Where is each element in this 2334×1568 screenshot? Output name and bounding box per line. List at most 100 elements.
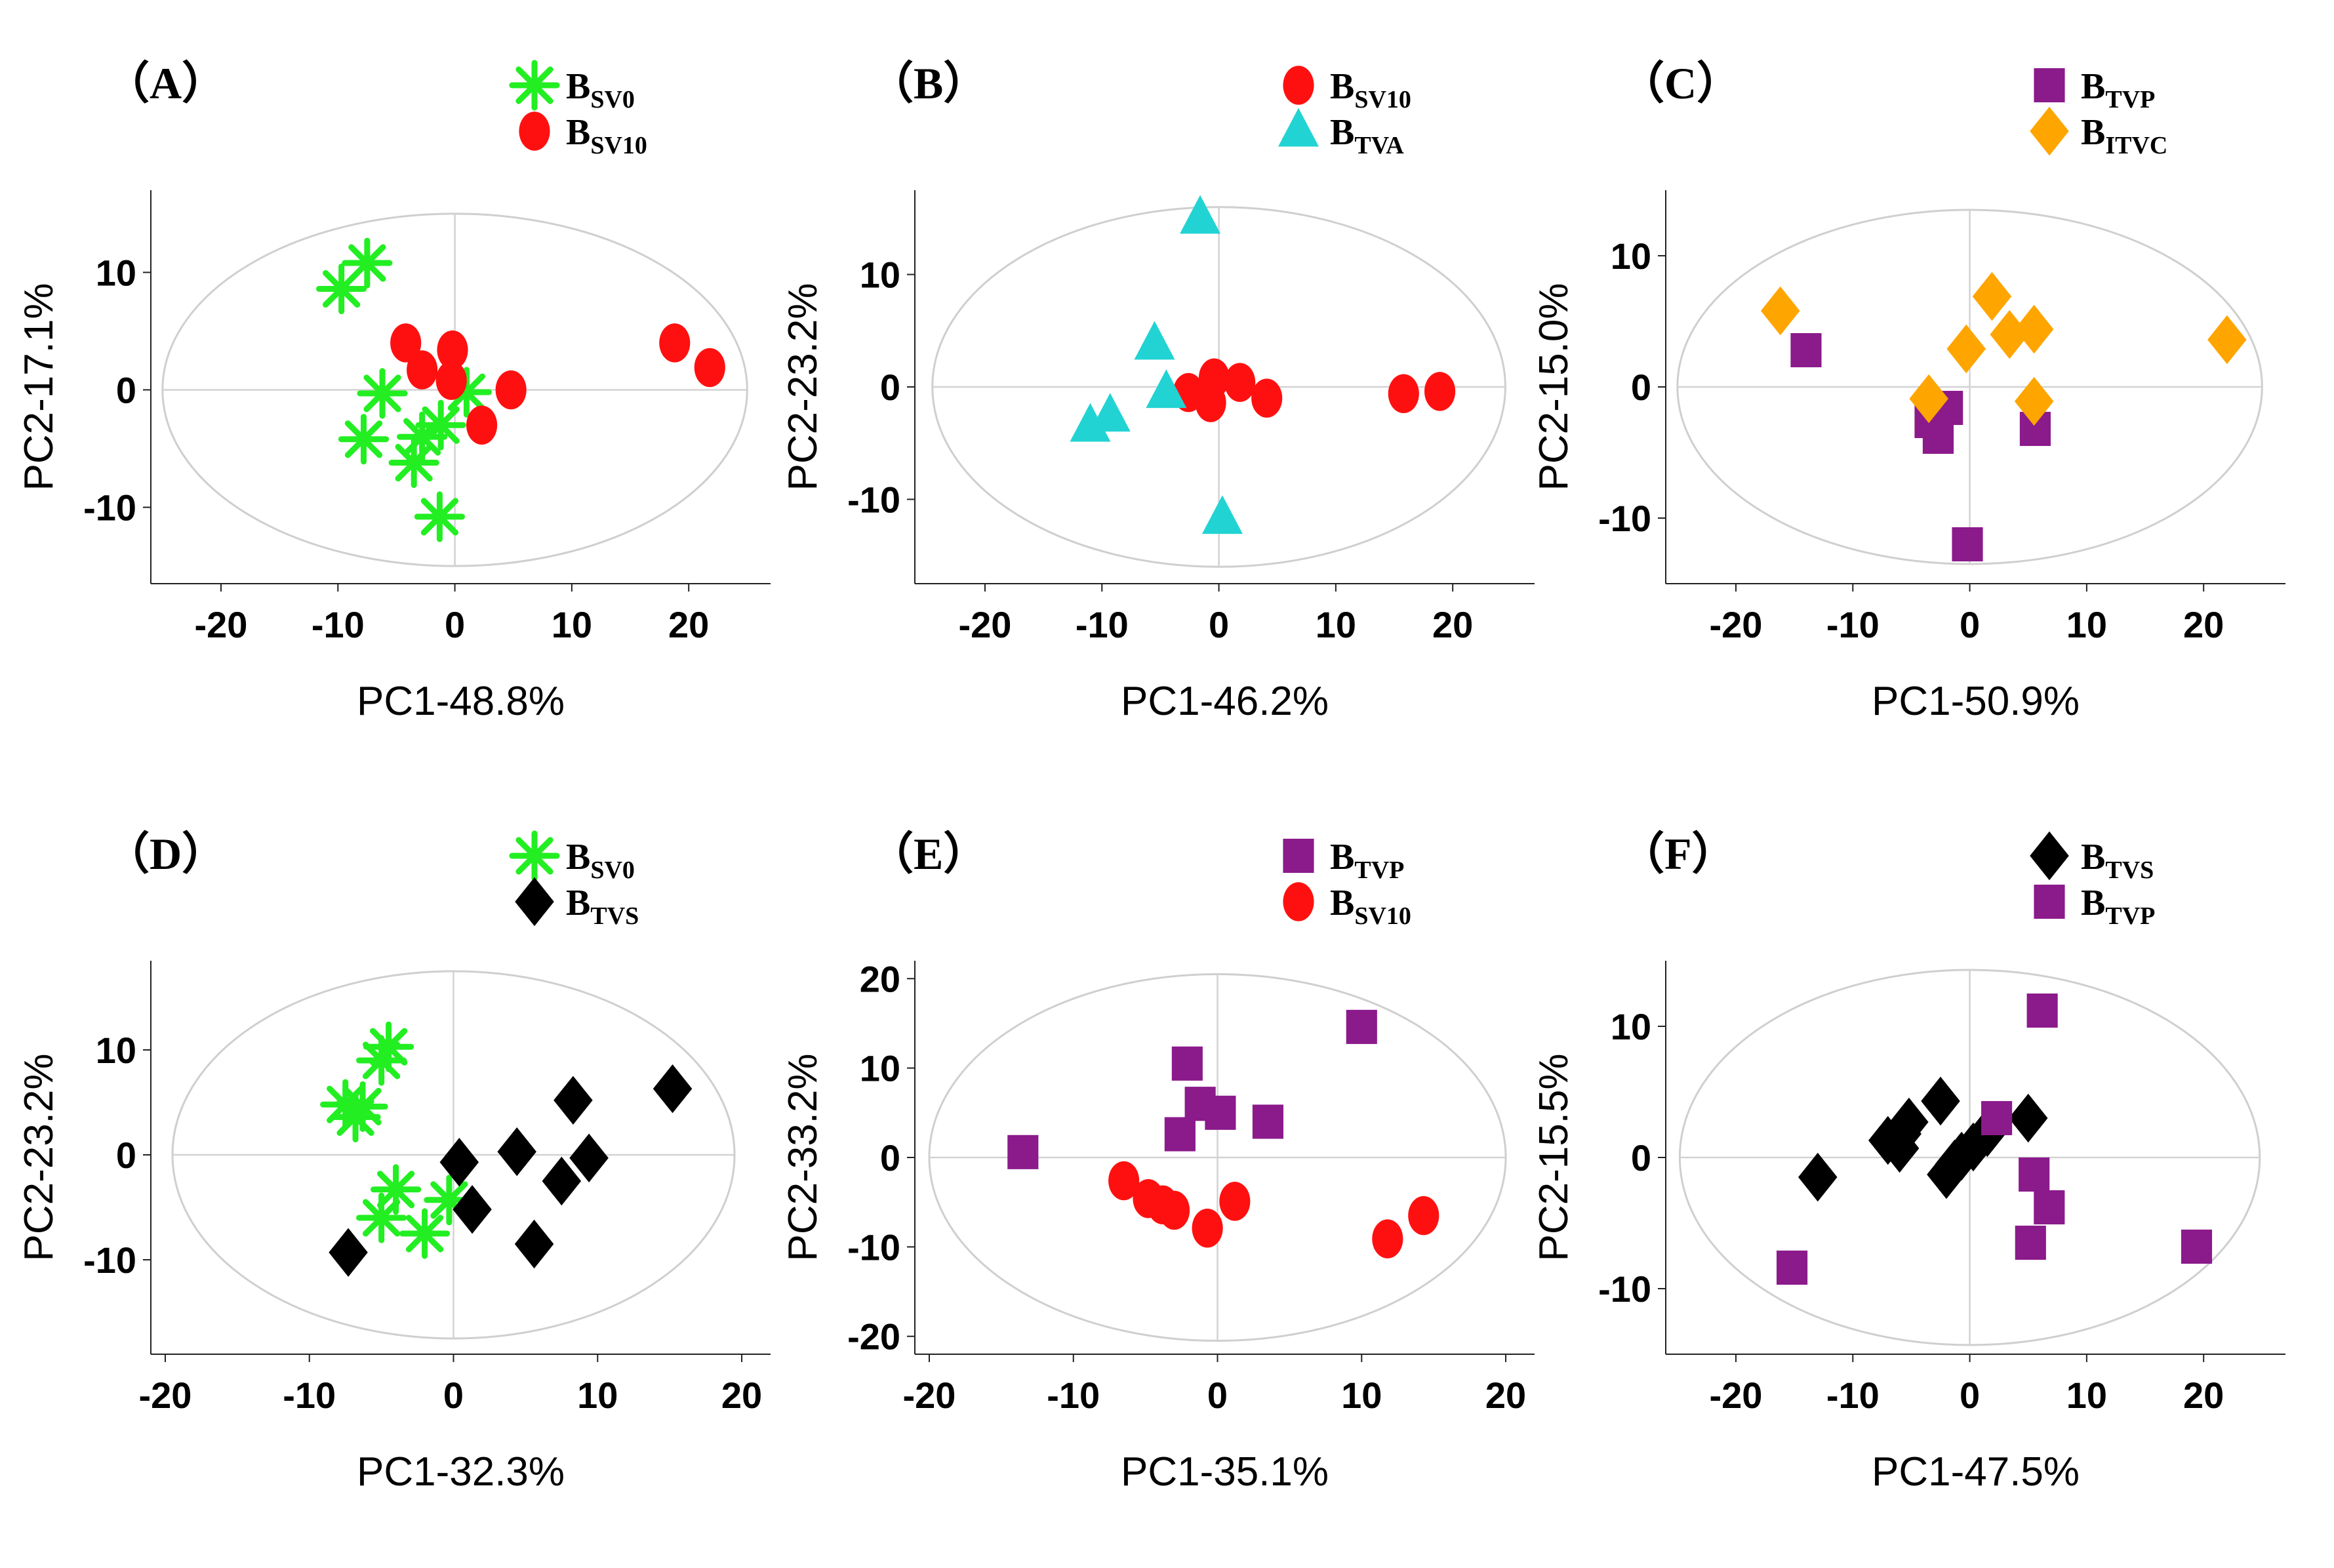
data-point [399,1208,451,1259]
x-tick-label: 0 [1960,1375,1980,1416]
y-axis-label: PC2-17.1% [16,283,62,491]
panel-label: （E） [869,829,988,879]
data-point [1921,1076,1960,1126]
x-axis-label: PC1-48.8% [357,679,565,724]
panel-a: -20 -10 0 10 20 -10 0 10 PC1-48.8% PC2-17.1% （A） BS… [16,58,771,724]
y-tick-label: 10 [1611,1006,1651,1047]
data-point [2008,1093,2048,1143]
data-point [2014,304,2054,354]
series-bsv0 [316,237,493,542]
series-btva [1070,195,1243,534]
x-tick-label: -10 [283,1375,336,1416]
data-point [1972,271,2012,321]
data-point [553,1075,593,1125]
data-point [1180,195,1221,234]
data-point [1790,332,1822,368]
x-tick-label: -20 [959,604,1012,645]
legend-entry: BTVP [2034,883,2155,930]
panel-label: （B） [869,58,988,108]
data-point [371,1164,422,1215]
x-tick-label: 0 [1960,604,1980,645]
data-point [342,237,393,289]
legend-label: BSV10 [1330,66,1411,113]
data-point [1224,363,1256,402]
y-tick-label: 0 [880,367,900,408]
data-point [1070,403,1111,442]
x-tick-label: -10 [1047,1375,1100,1416]
y-tick-label: 10 [860,1048,900,1089]
series-bsv10 [390,323,725,445]
legend-entry: BTVS [515,877,639,930]
x-axis-label: PC1-46.2% [1121,679,1329,724]
data-point [407,350,438,390]
panel-d: -20 -10 0 10 20 -10 0 10 PC1-32.3% PC2-23.2% （D） BS… [16,829,771,1495]
data-point [2181,1229,2213,1264]
legend-label: BSV0 [566,66,635,113]
x-tick-label: 20 [721,1375,762,1416]
x-tick-label: 10 [552,604,592,645]
data-point [357,368,408,419]
legend-marker [2034,68,2065,103]
y-tick-label: 10 [1611,235,1651,277]
y-axis-label: PC2-23.2% [780,283,826,491]
data-point [2014,376,2054,426]
y-tick-label: 0 [1631,1137,1651,1178]
panel-e: -20 -10 0 10 20 -20 -10 0 10 20 PC1-35.1% PC2-33.2%… [780,829,1535,1495]
legend-entry: BSV10 [1283,882,1411,930]
data-point [495,370,527,410]
data-point [453,1185,492,1234]
x-tick-label: 10 [577,1375,618,1416]
x-tick-label: 20 [668,604,709,645]
data-point [1777,1250,1808,1285]
legend-marker [1278,108,1319,147]
x-axis-label: PC1-32.3% [357,1449,565,1495]
legend-label: BTVS [566,883,639,930]
data-point [1171,1046,1203,1081]
data-point [1252,1104,1283,1139]
data-point [1192,1208,1223,1248]
data-point [1346,1009,1377,1044]
y-tick-label: -10 [847,479,900,520]
data-point [466,405,498,445]
legend-entry: BTVP [1283,837,1404,884]
legend-label: BTVP [2081,883,2155,930]
series-bsv10 [1108,1161,1439,1258]
y-axis-label: PC2-15.5% [1531,1053,1577,1261]
x-tick-label: 20 [2183,1375,2224,1416]
data-point [316,263,367,315]
data-point [1108,1161,1140,1201]
legend-entry: BSV0 [509,60,635,113]
data-point [337,1081,388,1132]
legend-marker [1283,882,1314,921]
x-tick-label: -10 [1826,1375,1880,1416]
data-point [1981,1100,2013,1136]
series-bsv10 [1173,358,1456,422]
data-point [1134,321,1175,360]
y-tick-label: -10 [1598,1268,1651,1310]
x-tick-label: -10 [312,604,365,645]
legend-marker [509,830,560,881]
data-point [1146,369,1187,409]
data-point [514,1219,554,1269]
x-tick-label: 0 [1207,1375,1228,1416]
legend-entry: BTVA [1278,108,1404,159]
data-point [1159,1190,1190,1230]
data-point [2015,1225,2046,1260]
data-point [1219,1182,1251,1221]
data-point [1195,383,1226,422]
y-tick-label: -10 [83,1239,136,1281]
legend-marker [1283,66,1314,105]
x-tick-label: -20 [903,1375,956,1416]
series-bsv0 [320,1021,475,1259]
x-axis-label: PC1-47.5% [1872,1449,2080,1495]
legend-entry: BSV10 [1283,66,1411,113]
x-tick-label: 10 [1341,1375,1382,1416]
panel-label: （F） [1620,829,1737,879]
panel-label: （D） [105,829,226,879]
legend-marker [1283,838,1314,874]
data-point [653,1064,693,1114]
x-tick-label: -20 [1710,604,1763,645]
y-tick-label: 10 [860,254,900,296]
y-tick-label: 10 [96,252,136,293]
